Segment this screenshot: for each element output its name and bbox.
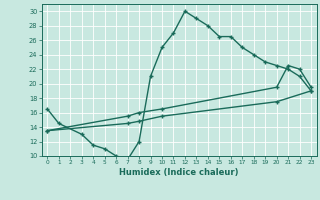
X-axis label: Humidex (Indice chaleur): Humidex (Indice chaleur) (119, 168, 239, 177)
